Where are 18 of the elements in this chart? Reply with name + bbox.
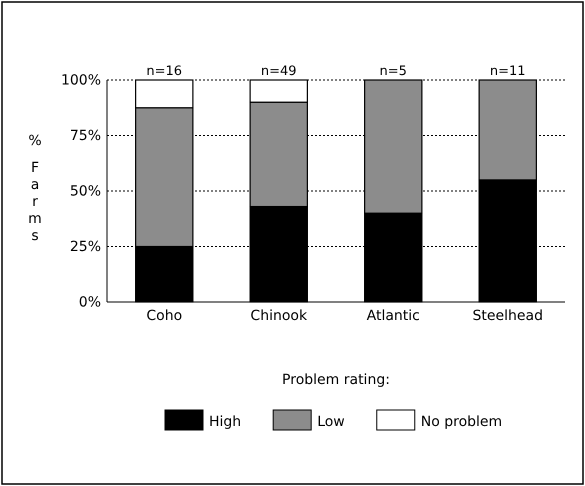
annotation: n=16: [146, 64, 182, 79]
annotation: n=5: [380, 64, 407, 79]
legend-label: High: [209, 414, 242, 430]
x-tick-label: Steelhead: [472, 308, 543, 324]
y-axis-title: % Farms: [28, 133, 42, 244]
legend-label: No problem: [420, 414, 502, 430]
y-tick-label: 0%: [78, 294, 101, 310]
x-tick-label: Coho: [146, 308, 182, 324]
legend-label: Low: [317, 414, 345, 430]
x-tick-label: Chinook: [250, 308, 308, 324]
annotation: n=11: [490, 64, 526, 79]
y-tick-label: 25%: [70, 238, 101, 255]
y-tick-label: 100%: [60, 72, 101, 88]
legend-title: Problem rating:: [282, 372, 390, 388]
y-tick-label: 75%: [70, 128, 101, 144]
y-tick-label: 50%: [70, 183, 101, 200]
annotation: n=49: [260, 64, 297, 79]
x-tick-label: Atlantic: [366, 308, 420, 324]
